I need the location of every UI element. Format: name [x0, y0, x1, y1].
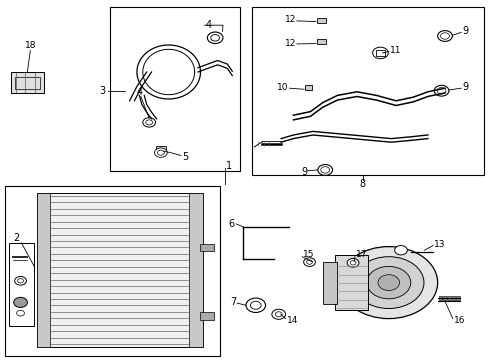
Circle shape: [303, 258, 315, 266]
Text: 12: 12: [284, 15, 295, 24]
Circle shape: [245, 298, 265, 312]
Text: 11: 11: [389, 46, 401, 55]
Text: 10: 10: [276, 83, 288, 92]
Bar: [438, 296, 441, 300]
Bar: [5, 186, 220, 356]
Text: 1: 1: [226, 161, 232, 171]
Bar: [447, 296, 450, 300]
Text: 17: 17: [355, 251, 367, 259]
Text: 8: 8: [359, 179, 365, 189]
Bar: [11, 72, 44, 93]
Text: 18: 18: [24, 41, 36, 50]
Circle shape: [210, 35, 219, 41]
Circle shape: [349, 261, 355, 265]
Text: 16: 16: [453, 316, 465, 325]
Bar: [200, 312, 214, 320]
Circle shape: [339, 247, 437, 319]
Bar: [455, 296, 459, 300]
Bar: [316, 18, 325, 23]
Circle shape: [346, 258, 358, 267]
Circle shape: [366, 266, 410, 299]
Text: 6: 6: [228, 219, 234, 229]
Circle shape: [320, 167, 329, 173]
Circle shape: [372, 47, 387, 59]
Circle shape: [157, 150, 164, 155]
Circle shape: [15, 276, 26, 285]
Bar: [305, 85, 312, 90]
Bar: [451, 296, 454, 300]
Text: 7: 7: [229, 297, 236, 307]
Bar: [251, 7, 483, 175]
Text: 15: 15: [303, 251, 314, 259]
Bar: [155, 146, 166, 152]
Bar: [37, 193, 203, 347]
Circle shape: [437, 31, 451, 41]
Text: 9: 9: [461, 82, 468, 92]
Bar: [316, 39, 325, 44]
Circle shape: [440, 33, 448, 39]
Circle shape: [436, 87, 445, 94]
Bar: [334, 255, 367, 310]
Text: 3: 3: [100, 86, 105, 96]
Text: 13: 13: [433, 240, 445, 248]
Circle shape: [275, 312, 282, 317]
Bar: [9, 243, 34, 326]
Text: 2: 2: [13, 233, 19, 243]
Circle shape: [353, 257, 423, 309]
Circle shape: [17, 310, 24, 316]
Circle shape: [142, 118, 155, 127]
Bar: [110, 7, 239, 171]
Text: 9: 9: [300, 167, 306, 177]
Bar: [442, 296, 446, 300]
Circle shape: [306, 260, 312, 264]
Circle shape: [154, 148, 167, 157]
Circle shape: [250, 301, 261, 309]
Circle shape: [433, 85, 448, 96]
Bar: [200, 243, 214, 251]
Bar: [189, 193, 203, 347]
Text: 14: 14: [286, 316, 297, 325]
Bar: [37, 193, 50, 347]
Circle shape: [271, 309, 285, 319]
Text: 9: 9: [461, 26, 468, 36]
Text: 12: 12: [284, 39, 295, 48]
Text: 5: 5: [182, 152, 188, 162]
Bar: [322, 262, 337, 304]
Circle shape: [377, 275, 399, 291]
Text: 4: 4: [136, 87, 142, 97]
Text: 4: 4: [205, 20, 211, 30]
Circle shape: [145, 120, 152, 125]
Circle shape: [18, 279, 23, 283]
Circle shape: [207, 32, 223, 44]
Circle shape: [14, 297, 27, 307]
Circle shape: [317, 165, 332, 175]
Circle shape: [394, 246, 407, 255]
Bar: [375, 50, 385, 56]
Bar: [15, 77, 40, 89]
